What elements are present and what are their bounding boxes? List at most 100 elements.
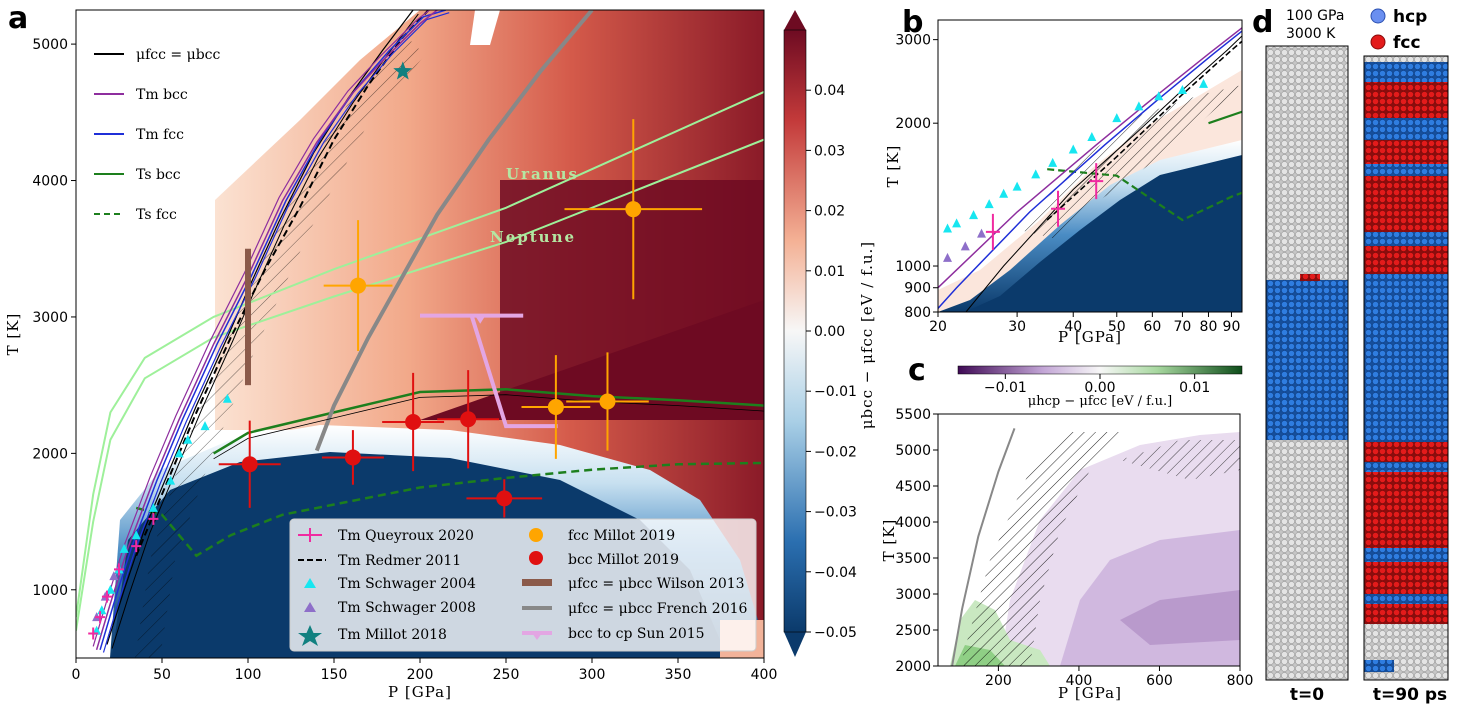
colorbar-tick-label-2: 0.02	[814, 204, 845, 220]
b-xtick-label-3: 50	[1108, 319, 1126, 335]
panel-d: d 100 GPa 3000 K hcp fcc t=0	[1252, 5, 1449, 705]
panel-c-ylabel: T [K]	[880, 519, 898, 562]
fcc-millot-point-3	[625, 201, 642, 218]
c-xtick-label-1: 400	[1066, 673, 1093, 689]
c-ytick-label-6: 5000	[895, 443, 931, 459]
condition-pressure: 100 GPa	[1286, 8, 1344, 24]
legend-wilson: μfcc = μbcc Wilson 2013	[522, 576, 745, 592]
a-xtick-label-8: 400	[751, 667, 778, 683]
annotation-uranus: Uranus	[506, 165, 579, 183]
b-schwager08-point-2	[977, 228, 987, 238]
b-queyroux-point-0	[985, 213, 1000, 250]
a-xtick-label-6: 300	[579, 667, 606, 683]
queyroux-point-5	[148, 512, 159, 525]
colorbar-c: −0.01 0.00 0.01 μhcp − μfcc [eV / f.u.]	[957, 365, 1243, 409]
c-french-curve	[951, 428, 1016, 666]
colorbar-tick-label-9: −0.05	[814, 625, 857, 641]
panel-a-ylabel: T [K]	[4, 313, 22, 356]
snapshot-t90-label: t=90 ps	[1373, 685, 1447, 705]
b-curve-mu-equal	[965, 35, 1242, 312]
bcc-millot-point-2	[405, 413, 422, 430]
legend-queyroux: Tm Queyroux 2020	[298, 528, 474, 544]
legend-hcp-marker	[1370, 8, 1386, 24]
colorbar-c-label: μhcp − μfcc [eV / f.u.]	[1028, 394, 1172, 409]
curve-ts-bcc	[212, 388, 764, 455]
bcc-millot-point-1	[344, 449, 361, 466]
b-schwager04-point-8	[1068, 144, 1078, 154]
c-ytick-label-5: 4500	[895, 479, 931, 495]
b-schwager04-point-7	[1048, 157, 1058, 167]
b-ytick-label-4: 3000	[895, 33, 931, 49]
c-ytick-label-7: 5500	[895, 407, 931, 423]
c-xtick-label-2: 600	[1146, 673, 1173, 689]
curve-tm-fcc-2	[102, 12, 450, 653]
b-schwager04-point-13	[1177, 84, 1187, 94]
b-ytick-label-2: 1000	[895, 259, 931, 275]
legend-schwager04-label: Tm Schwager 2004	[338, 576, 476, 592]
b-schwager04-point-2	[969, 210, 979, 220]
b-schwager04-point-11	[1134, 101, 1144, 111]
curve-neptune-isentrope	[76, 90, 764, 618]
legend-tm-bcc-label: Tm bcc	[136, 87, 188, 103]
b-xtick-label-2: 40	[1064, 319, 1082, 335]
schwager04-point-7	[166, 475, 176, 485]
b-curve-ts-fcc	[1047, 168, 1242, 222]
b-ytick-label-1: 900	[904, 281, 931, 297]
b-schwager04-point-14	[1199, 78, 1209, 88]
colorbar-tick-label-4: 0.00	[814, 324, 845, 340]
legend-top: μfcc = μbcc Tm bcc Tm fcc Ts bcc Ts fcc	[94, 47, 220, 223]
legend-millot18-label: Tm Millot 2018	[338, 627, 447, 643]
panel-b-label: b	[902, 5, 923, 40]
wilson-2013-bar	[245, 248, 251, 386]
a-xtick-label-0: 0	[72, 667, 81, 683]
bcc-millot-point-0	[241, 456, 258, 473]
c-colorbar-tick-label-1: 0.00	[1084, 380, 1115, 396]
b-curve-tm-fcc	[938, 30, 1242, 310]
a-ytick-label-1: 2000	[32, 446, 68, 462]
panel-b: 20 30 40 50 60 70 80 90 800 900 1000 2000 3000 b P […	[884, 5, 1243, 346]
c-xtick-label-3: 800	[1227, 673, 1254, 689]
b-xtick-label-1: 30	[1008, 319, 1026, 335]
curve-mu-equal-2	[111, 13, 419, 649]
b-xtick-label-6: 80	[1200, 319, 1218, 335]
legend-bottom: Tm Queyroux 2020 Tm Redmer 2011 Tm Schwa…	[289, 518, 757, 652]
legend-hcp-label: hcp	[1393, 7, 1427, 27]
panel-c-label: c	[908, 353, 926, 388]
legend-fcc-marker	[1370, 34, 1386, 50]
queyroux-point-3	[114, 563, 124, 576]
a-xtick-label-3: 150	[321, 667, 348, 683]
millot18-star-0	[393, 61, 413, 80]
schwager04-point-4	[119, 543, 129, 553]
fcc-millot-point-0	[350, 277, 367, 294]
legend-fcc-millot-label: fcc Millot 2019	[568, 528, 675, 544]
colorbar-a-label: μbcc − μfcc [eV / f.u.]	[858, 241, 876, 429]
legend-fcc-label: fcc	[1393, 33, 1421, 53]
schwager04-point-10	[200, 421, 210, 431]
schwager04-point-5	[131, 530, 141, 540]
snapshot-t0-label: t=0	[1290, 685, 1324, 705]
panel-c: c −0.01 0.00 0.01 μhcp − μfcc [eV / f.u.] …	[880, 353, 1253, 702]
a-ytick-label-4: 5000	[32, 37, 68, 53]
legend-sun-label: bcc to cp Sun 2015	[568, 626, 705, 642]
c-ytick-label-4: 4000	[895, 515, 931, 531]
b-schwager04-point-5	[1012, 181, 1022, 191]
colorbar-tick-label-0: 0.04	[814, 83, 845, 99]
legend-mu-eq-label: μfcc = μbcc	[136, 47, 220, 63]
colorbar-tick-label-5: −0.01	[814, 384, 857, 400]
a-ytick-label-0: 1000	[32, 583, 68, 599]
b-xtick-label-7: 90	[1223, 319, 1241, 335]
b-schwager04-point-1	[952, 218, 962, 228]
schwager04-point-8	[174, 448, 184, 458]
panel-a-label: a	[8, 1, 28, 36]
legend-redmer: Tm Redmer 2011	[298, 553, 461, 569]
colorbar-tick-label-8: −0.04	[814, 565, 857, 581]
b-schwager04-point-0	[943, 223, 953, 233]
curve-tm-fcc	[99, 10, 447, 651]
b-schwager04-point-10	[1112, 113, 1122, 123]
curve-french-2016	[314, 10, 594, 452]
colorbar-tick-label-1: 0.03	[814, 143, 845, 159]
snapshot-t0	[1265, 45, 1349, 681]
schwager04-point-6	[148, 502, 158, 512]
colorbar-tick-label-7: −0.03	[814, 505, 857, 521]
